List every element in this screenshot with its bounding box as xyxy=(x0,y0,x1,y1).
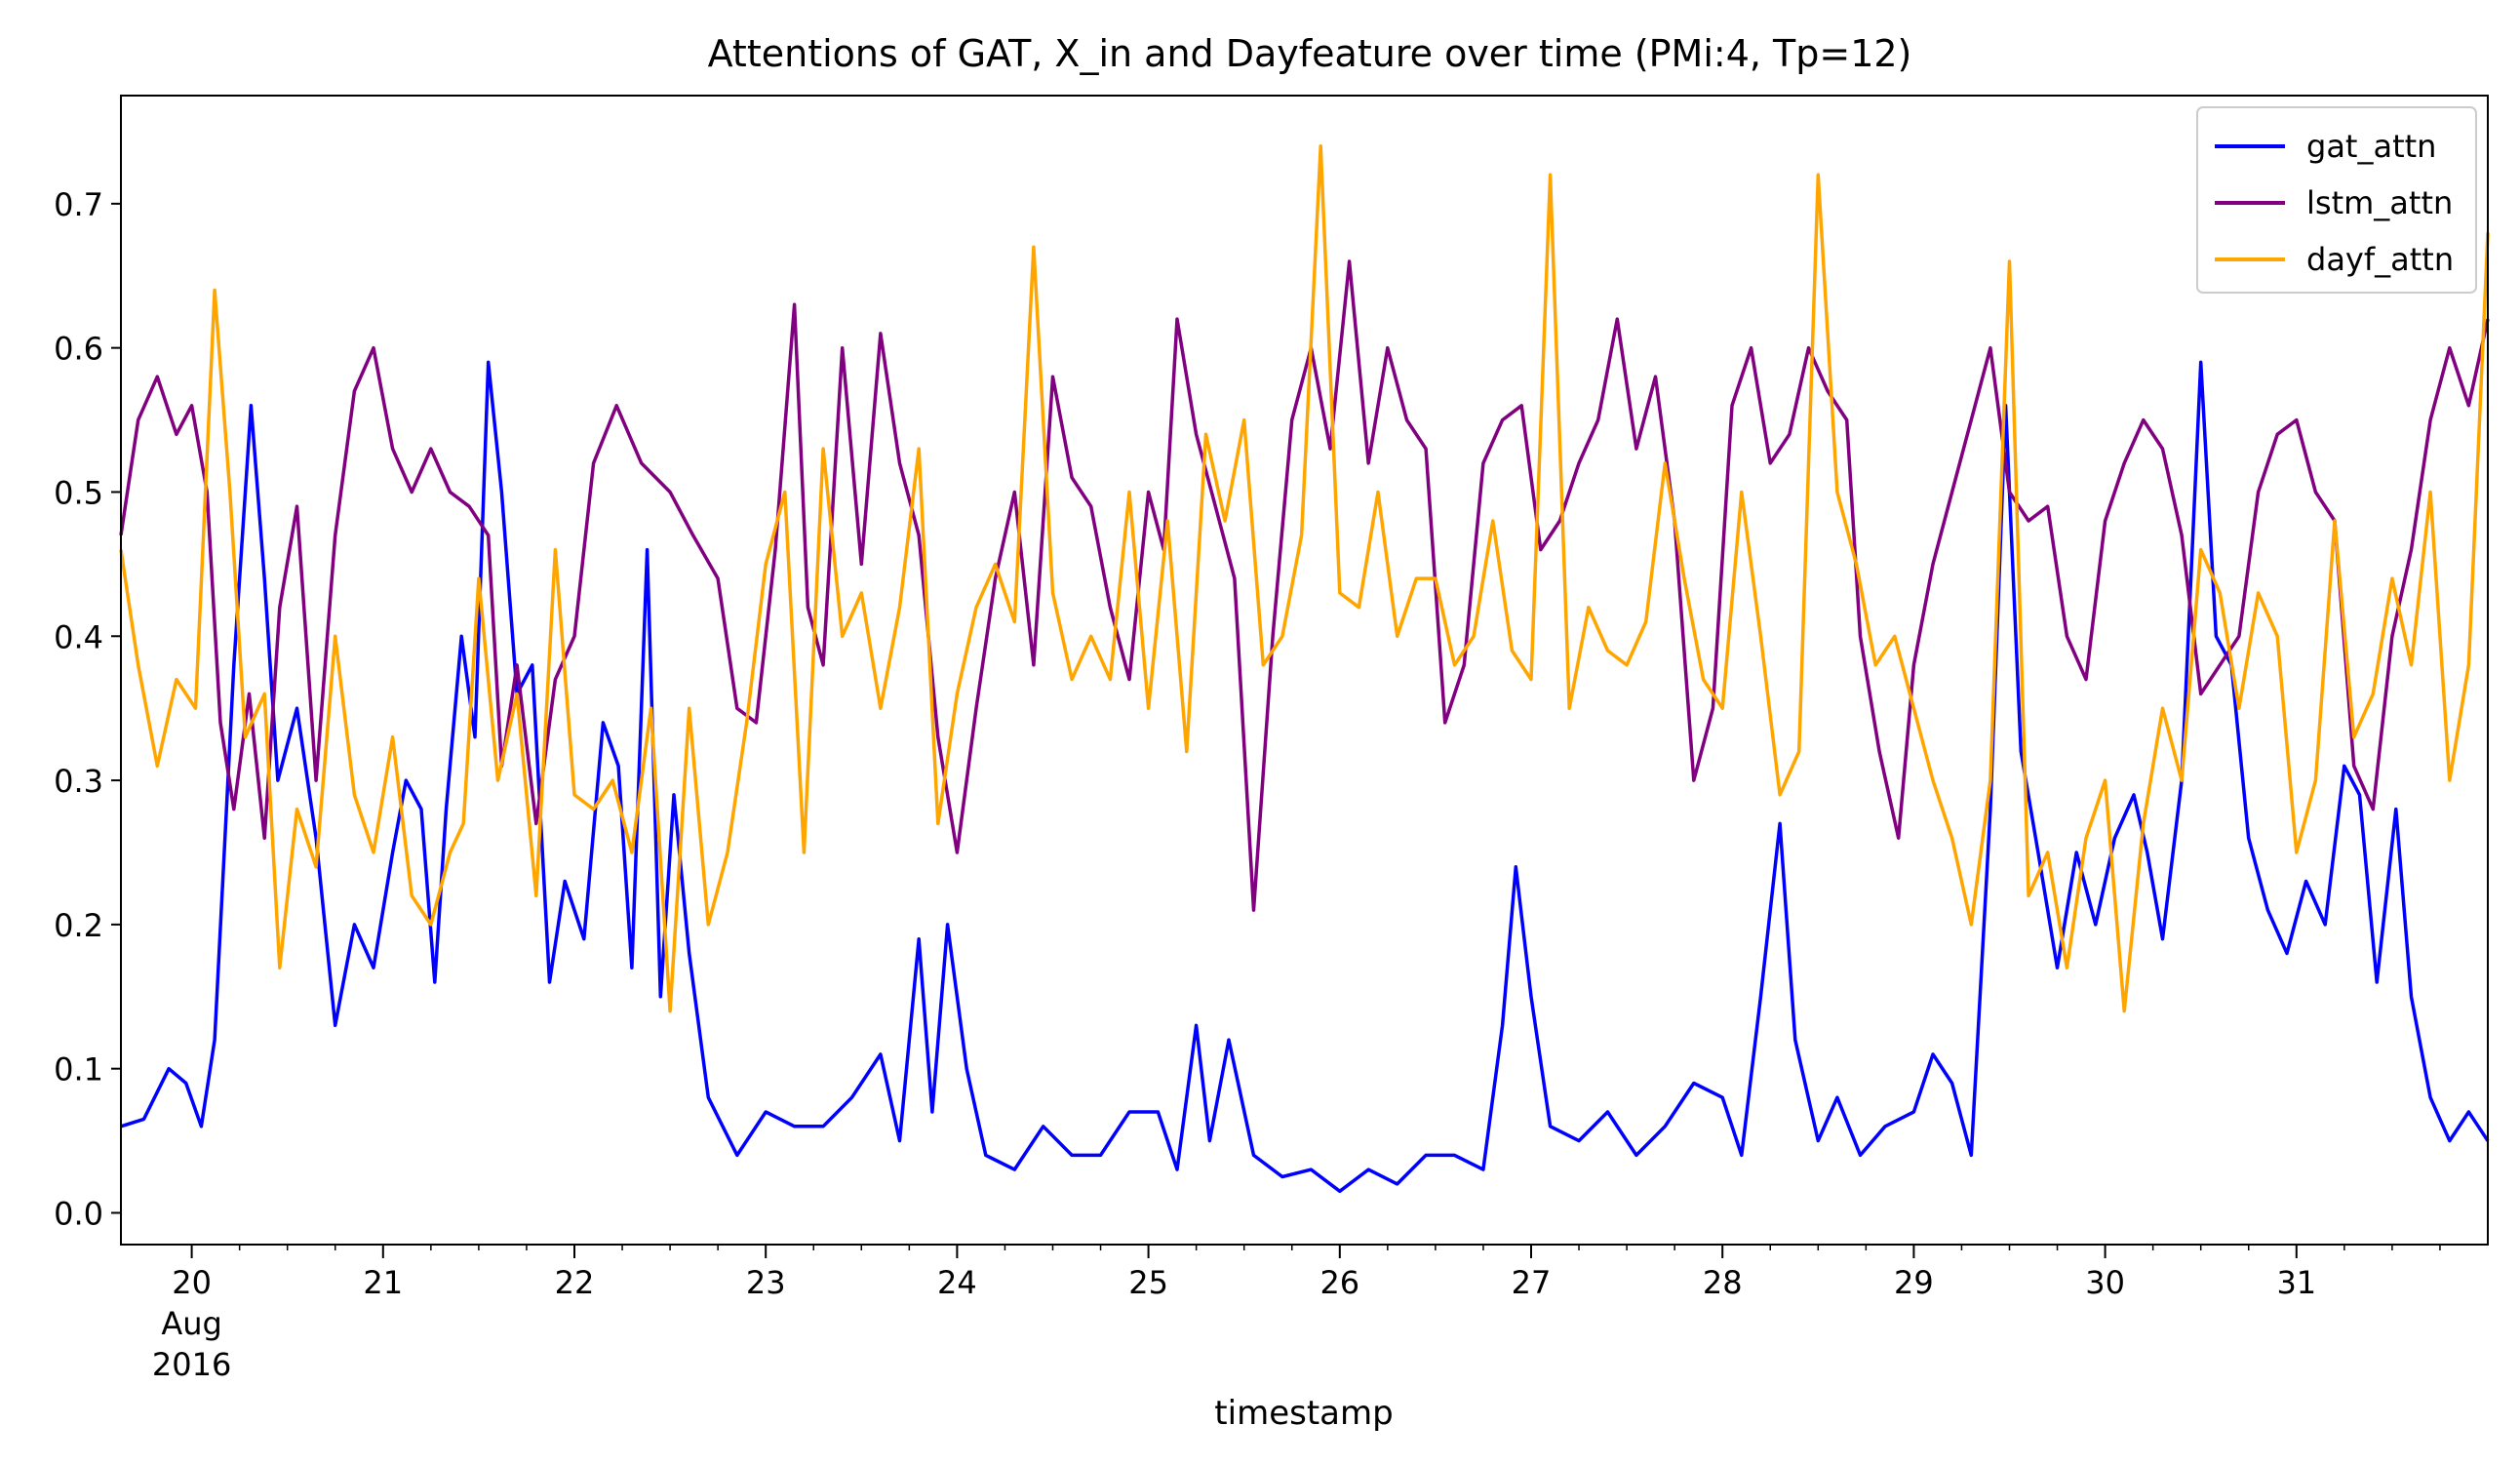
x-tick-label: 24 xyxy=(937,1264,977,1301)
x-tick-label: 26 xyxy=(1319,1264,1359,1301)
series-layer xyxy=(119,143,2490,1194)
x-tick-label: 21 xyxy=(363,1264,403,1301)
x-tick-label: 20 xyxy=(172,1264,212,1301)
axes-layer: 0.0 0.1 0.2 0.3 0.4 0.5 0.6 0.7 20 Aug 2016 21 22 23 2… xyxy=(54,186,2441,1383)
legend-label-dayf-attn: dayf_attn xyxy=(2306,241,2454,278)
series-line-lstm-attn xyxy=(119,259,2490,912)
legend-box xyxy=(2196,106,2477,294)
plot-frame xyxy=(120,95,2489,1246)
y-tick-label: 0.4 xyxy=(54,618,103,655)
chart-title: Attentions of GAT, X_in and Dayfeature o… xyxy=(708,32,1912,75)
y-tick-label: 0.5 xyxy=(54,474,103,511)
x-tick-label: 22 xyxy=(555,1264,595,1301)
y-tick-label: 0.3 xyxy=(54,763,103,800)
y-tick-label: 0.7 xyxy=(54,186,103,223)
legend-label-lstm-attn: lstm_attn xyxy=(2306,184,2453,221)
series-line-dayf-attn xyxy=(119,143,2490,1013)
y-tick-label: 0.6 xyxy=(54,331,103,368)
x-tick-label: 31 xyxy=(2276,1264,2316,1301)
y-tick-label: 0.0 xyxy=(54,1195,103,1232)
y-tick-label: 0.1 xyxy=(54,1051,103,1089)
x-tick-sublabel: Aug xyxy=(161,1305,221,1342)
legend: gat_attn lstm_attn dayf_attn xyxy=(2196,106,2477,294)
series-line-gat-attn xyxy=(120,360,2490,1194)
x-tick-label: 25 xyxy=(1128,1264,1168,1301)
x-tick-label: 27 xyxy=(1512,1264,1552,1301)
x-tick-label: 30 xyxy=(2085,1264,2125,1301)
legend-label-gat-attn: gat_attn xyxy=(2306,128,2436,165)
x-tick-label: 28 xyxy=(1703,1264,1743,1301)
x-tick-label: 23 xyxy=(746,1264,786,1301)
x-tick-label: 29 xyxy=(1894,1264,1934,1301)
x-axis-label: timestamp xyxy=(1214,1394,1393,1433)
x-tick-sublabel: 2016 xyxy=(152,1346,231,1383)
y-tick-label: 0.2 xyxy=(54,907,103,944)
